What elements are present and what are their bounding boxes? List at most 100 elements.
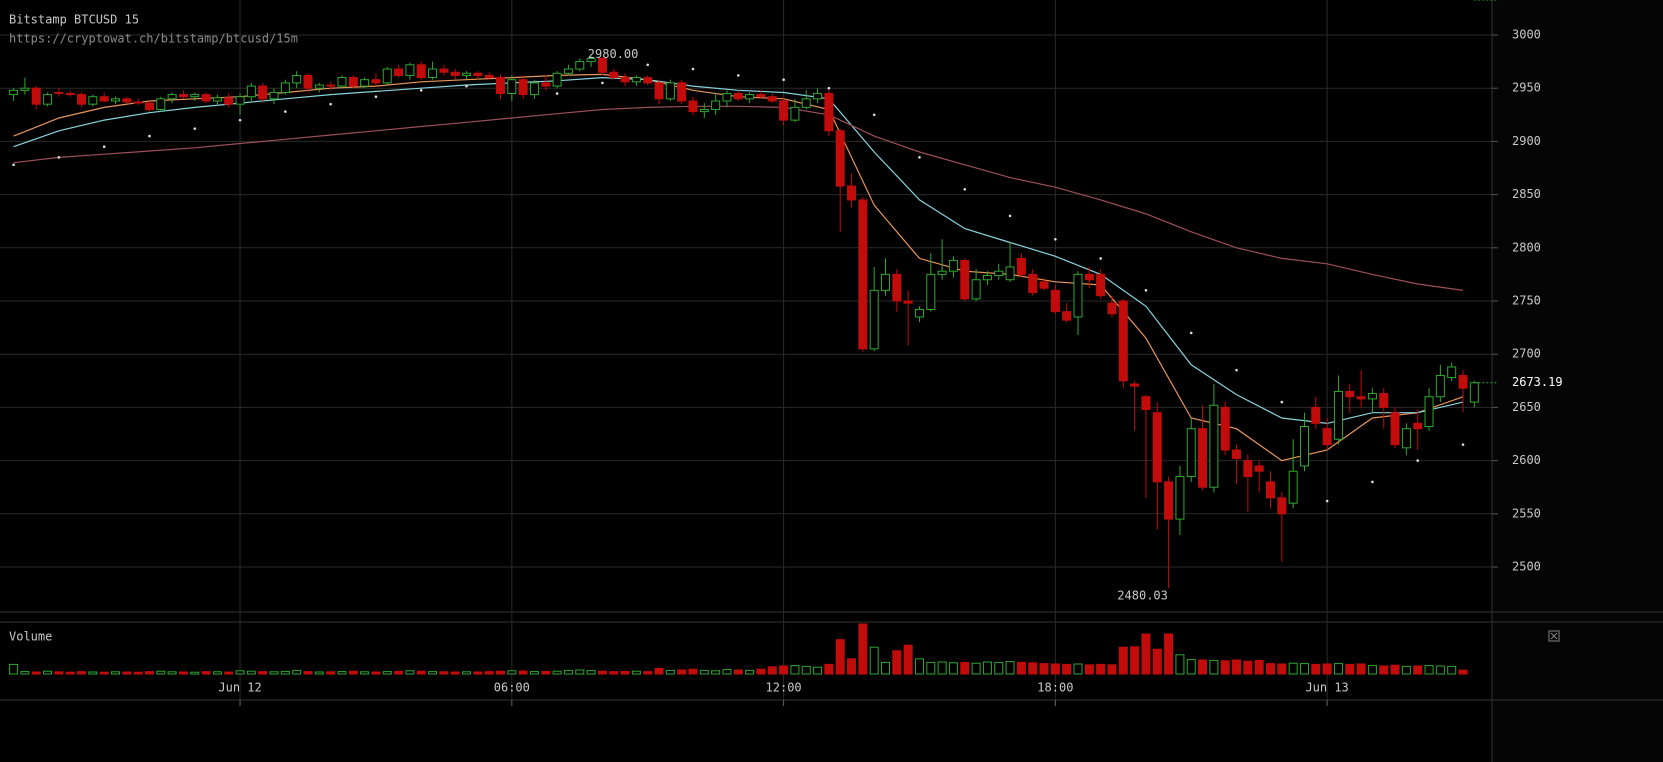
candle-body bbox=[982, 274, 992, 281]
volume-bar bbox=[77, 671, 87, 675]
close-button[interactable] bbox=[1548, 630, 1560, 642]
candle-body bbox=[1084, 273, 1094, 281]
volume-bar bbox=[133, 671, 143, 675]
volume-bar bbox=[235, 670, 245, 675]
volume-bar bbox=[688, 668, 698, 675]
volume-bar bbox=[1277, 663, 1287, 675]
volume-bar bbox=[1175, 654, 1185, 675]
candle-body bbox=[65, 93, 75, 96]
volume-bar bbox=[529, 671, 539, 675]
volume-bar bbox=[1413, 665, 1423, 675]
candle-body bbox=[1209, 404, 1219, 488]
moving-average-line bbox=[13, 76, 1464, 425]
candle-body bbox=[1447, 366, 1457, 379]
volume-bar bbox=[190, 671, 200, 675]
volume-bar bbox=[1379, 665, 1389, 675]
volume-bar bbox=[1186, 659, 1196, 675]
candle-body bbox=[575, 61, 585, 70]
candle-body bbox=[1186, 428, 1196, 478]
volume-bar bbox=[462, 671, 472, 675]
candle-body bbox=[371, 79, 381, 84]
candle-body bbox=[99, 96, 109, 102]
extreme-label: 2980.00 bbox=[588, 47, 639, 61]
volume-bar bbox=[722, 669, 732, 675]
volume-bar bbox=[1028, 662, 1038, 675]
sar-dot bbox=[1099, 257, 1102, 260]
volume-bar bbox=[439, 671, 449, 675]
volume-bar bbox=[1288, 662, 1298, 675]
candle-body bbox=[1198, 428, 1208, 488]
volume-bar bbox=[1299, 663, 1309, 675]
candle-body bbox=[314, 84, 324, 89]
y-tick-label: 2950 bbox=[1512, 81, 1541, 95]
candle-body bbox=[1232, 449, 1242, 459]
sar-dot bbox=[782, 78, 785, 81]
candle-body bbox=[654, 82, 664, 100]
candle-body bbox=[552, 72, 562, 87]
candle-body bbox=[1311, 406, 1321, 424]
candle-body bbox=[212, 97, 222, 102]
volume-bar bbox=[1050, 663, 1060, 675]
candle-body bbox=[31, 87, 41, 105]
volume-bar bbox=[1232, 659, 1242, 675]
candle-body bbox=[631, 77, 641, 83]
sar-dot bbox=[1144, 289, 1148, 292]
volume-bar bbox=[382, 671, 392, 675]
volume-bar bbox=[937, 661, 947, 675]
volume-bar bbox=[1198, 659, 1208, 675]
candle-body bbox=[201, 94, 211, 102]
volume-bar bbox=[31, 671, 41, 675]
candle-body bbox=[190, 94, 200, 98]
candle-body bbox=[394, 68, 404, 76]
volume-bar bbox=[892, 650, 902, 675]
candle-body bbox=[1458, 374, 1468, 389]
candle-body bbox=[111, 98, 121, 102]
sar-dot bbox=[238, 118, 242, 122]
candle-body bbox=[948, 260, 958, 272]
candle-body bbox=[767, 96, 777, 102]
candle-body bbox=[586, 57, 596, 63]
volume-bar bbox=[1118, 646, 1128, 675]
candle-body bbox=[926, 273, 936, 311]
candle-body bbox=[462, 72, 472, 76]
candle-body bbox=[1107, 302, 1117, 315]
volume-bar bbox=[643, 671, 653, 675]
close-icon[interactable] bbox=[1550, 632, 1558, 640]
candle-body bbox=[9, 89, 19, 96]
volume-bar bbox=[178, 671, 188, 675]
volume-bar bbox=[507, 670, 517, 675]
sar-dot bbox=[1371, 480, 1374, 484]
sar-dot bbox=[1325, 499, 1329, 503]
marks bbox=[9, 0, 1498, 675]
candle-body bbox=[1118, 300, 1128, 382]
candle-body bbox=[484, 74, 494, 79]
candle-body bbox=[903, 300, 913, 304]
volume-bar bbox=[835, 639, 845, 675]
volume-bar bbox=[1435, 665, 1445, 675]
y-tick-label: 2600 bbox=[1512, 453, 1541, 467]
volume-bar bbox=[654, 667, 664, 675]
candle-body bbox=[1469, 382, 1479, 403]
candle-body bbox=[790, 106, 800, 121]
volume-bar bbox=[258, 671, 268, 675]
volume-bar bbox=[1062, 663, 1072, 675]
volume-bar bbox=[1096, 663, 1106, 675]
candle-body bbox=[1424, 396, 1434, 428]
volume-bar bbox=[314, 671, 324, 675]
candle-body bbox=[563, 68, 573, 74]
volume-bar bbox=[813, 666, 823, 675]
volume-bar bbox=[1311, 663, 1321, 675]
volume-bar bbox=[1130, 646, 1140, 675]
candle-body bbox=[473, 72, 483, 76]
candle-body bbox=[1401, 428, 1411, 449]
candle-body bbox=[1390, 412, 1400, 446]
candle-body bbox=[1050, 289, 1060, 313]
sar-dot bbox=[1280, 400, 1284, 404]
volume-bar bbox=[326, 671, 336, 675]
sar-dot bbox=[284, 110, 287, 113]
volume-bar bbox=[699, 669, 709, 675]
volume-bar bbox=[869, 646, 879, 675]
sar-dot bbox=[57, 156, 61, 159]
sar-dot bbox=[1235, 368, 1238, 372]
volume-bar bbox=[156, 670, 166, 675]
